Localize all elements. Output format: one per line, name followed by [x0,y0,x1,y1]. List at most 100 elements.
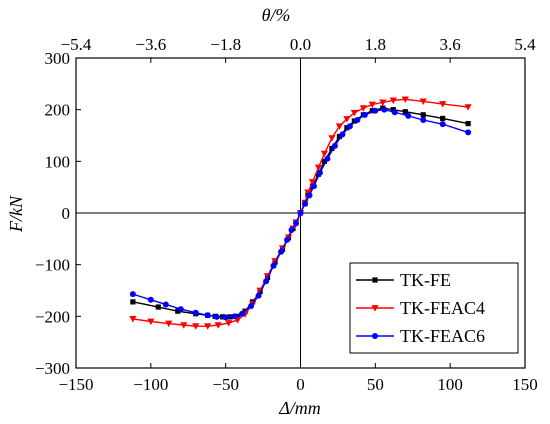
data-point [361,111,368,118]
data-point [278,248,285,255]
data-point [147,296,154,303]
series-tk-feac6 [129,106,472,321]
x-tick-label: 150 [512,375,538,394]
data-point [354,117,361,123]
data-point [402,109,408,115]
x-tick-label: −100 [133,375,168,394]
data-point [304,189,312,196]
data-point [401,96,409,103]
data-point [351,118,357,124]
data-point [324,155,331,162]
data-point [464,104,472,111]
data-point [336,133,343,140]
legend: TK-FE TK-FEAC4 TK-FEAC6 [349,262,519,354]
x-tick-label: 50 [367,375,384,394]
data-point [389,97,397,104]
data-point [255,292,262,299]
data-point [192,323,200,330]
data-point [321,158,328,164]
data-point [248,303,255,309]
data-point [270,262,277,269]
ticks: −150 −100 −50 0 50 100 150 −300 −200 −100 0 100 200 3… [35,35,538,394]
data-point [339,131,346,138]
data-point [359,105,367,112]
data-point [379,99,387,107]
data-point [192,309,199,316]
data-point [405,112,412,119]
x-tick-label: −150 [58,375,93,394]
data-point [439,101,447,108]
data-point [368,101,376,109]
data-point [301,200,308,207]
data-point [465,129,472,136]
data-point [440,115,446,122]
top-x-axis-title: θ/% [262,5,291,25]
data-point [346,123,353,130]
x-tick-label: −50 [212,375,239,394]
legend-marker [372,277,378,283]
y-tick-label: 100 [45,152,71,171]
y-axis-title: F/kN [6,195,26,233]
data-point [155,304,161,310]
data-point [316,169,323,176]
y-tick-label: −200 [35,307,70,326]
data-point [391,109,398,116]
data-point [130,299,136,305]
data-point [372,107,379,114]
x-tick-label: 0 [296,375,305,394]
data-point [310,183,317,190]
data-point [419,98,427,105]
series-layer [129,96,472,330]
data-point [439,121,446,128]
data-point [328,135,336,142]
data-point [129,291,136,298]
data-point [129,316,137,323]
data-point [147,318,155,326]
top-x-tick-label: 0.0 [290,35,311,54]
data-point [204,323,212,330]
data-point [180,322,188,329]
data-point [225,320,233,327]
top-x-tick-label: −1.8 [210,35,241,54]
y-tick-label: −100 [35,256,70,275]
y-tick-label: 0 [62,204,71,223]
data-point [331,142,338,149]
data-point [420,112,426,118]
x-tick-label: 100 [437,375,463,394]
data-point [239,310,246,317]
legend-marker [371,305,379,312]
data-point [288,227,295,234]
data-point [293,220,300,227]
data-point [175,308,181,314]
data-point [231,313,238,320]
data-point [162,301,169,308]
data-point [420,117,427,123]
legend-marker [372,333,378,339]
top-x-tick-label: 1.8 [365,35,386,54]
top-x-tick-label: 3.6 [440,35,461,54]
data-point [381,106,388,113]
data-point [213,313,220,320]
legend-label: TK-FE [400,270,451,290]
top-x-tick-label: 5.4 [514,35,536,54]
data-point [308,179,317,186]
top-x-tick-label: −3.6 [135,35,166,54]
data-point [177,306,184,313]
data-point [306,192,313,199]
data-point [263,278,270,285]
data-point [297,210,304,216]
data-point [222,314,229,321]
data-point [329,145,335,152]
data-point [465,121,471,127]
data-point [335,123,344,130]
x-axis-title: Δ/mm [278,398,321,418]
data-point [204,312,211,319]
y-tick-label: −300 [35,359,70,378]
y-tick-label: 300 [45,49,71,68]
data-point [344,125,350,131]
data-point [165,320,173,328]
legend-label: TK-FEAC4 [400,298,485,318]
legend-label: TK-FEAC6 [400,326,485,346]
data-point [320,150,329,158]
